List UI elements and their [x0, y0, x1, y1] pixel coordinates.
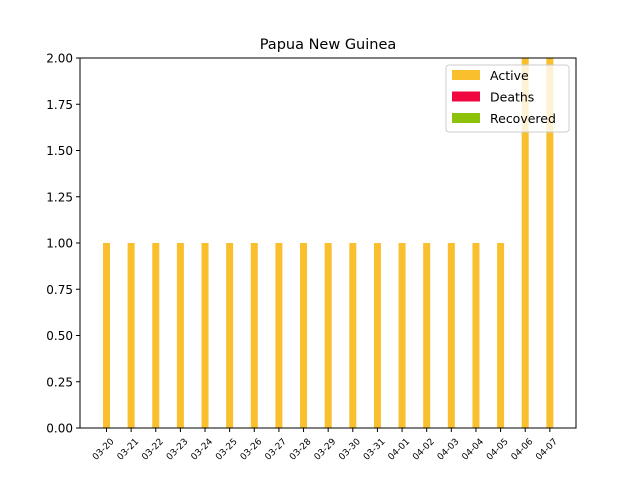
bar-active-04-05 — [497, 243, 505, 428]
x-tick-label: 03-22 — [140, 437, 166, 463]
bar-active-03-20 — [103, 243, 110, 428]
bar-active-04-03 — [447, 243, 455, 428]
x-tick-label: 04-04 — [460, 437, 486, 463]
bar-active-03-25 — [226, 243, 234, 428]
bar-active-03-27 — [275, 243, 283, 428]
legend-swatch-deaths — [452, 91, 480, 102]
y-tick-label: 0.75 — [46, 283, 73, 297]
legend-label-active: Active — [490, 68, 529, 83]
bar-active-03-21 — [127, 243, 135, 428]
x-tick-label: 04-07 — [534, 437, 560, 463]
y-tick-label: 0.00 — [46, 422, 73, 436]
legend-label-deaths: Deaths — [490, 90, 534, 105]
bar-active-04-07 — [546, 58, 554, 428]
y-tick-label: 0.50 — [46, 329, 73, 343]
legend-swatch-recovered — [452, 113, 480, 123]
y-tick-label: 1.25 — [46, 190, 73, 204]
bar-active-03-22 — [152, 243, 160, 428]
x-tick-label: 03-20 — [91, 437, 117, 463]
bar-active-03-28 — [300, 243, 308, 428]
x-tick-label: 03-31 — [362, 437, 388, 463]
legend-swatch-active — [452, 70, 480, 80]
bar-active-03-23 — [176, 243, 184, 428]
bar-active-04-01 — [398, 243, 406, 428]
x-tick-label: 04-03 — [436, 437, 462, 463]
y-tick-label: 1.50 — [46, 144, 73, 158]
x-tick-label: 04-06 — [510, 437, 536, 463]
bar-active-03-26 — [250, 243, 258, 428]
y-tick-label: 0.25 — [46, 375, 73, 389]
bar-active-03-31 — [373, 243, 381, 428]
bar-active-04-04 — [472, 243, 480, 428]
bar-active-04-02 — [423, 243, 431, 428]
x-tick-label: 03-30 — [337, 437, 363, 463]
chart-title: Papua New Guinea — [260, 37, 397, 53]
x-tick-label: 04-05 — [485, 437, 511, 463]
x-tick-label: 04-02 — [411, 437, 437, 463]
bar-active-04-06 — [521, 58, 529, 428]
y-tick-label: 1.00 — [46, 237, 73, 251]
x-tick-label: 03-26 — [239, 437, 265, 463]
x-tick-label: 03-25 — [214, 437, 240, 463]
x-tick-label: 03-21 — [116, 437, 142, 463]
x-tick-label: 04-01 — [387, 437, 413, 463]
y-tick-label: 2.00 — [46, 52, 73, 66]
legend: Active Deaths Recovered — [445, 64, 570, 133]
legend-label-recovered: Recovered — [490, 111, 556, 126]
bar-active-03-24 — [201, 243, 209, 428]
bars-group — [103, 58, 554, 428]
x-tick-label: 03-27 — [263, 437, 289, 463]
x-tick-label: 03-29 — [313, 437, 339, 463]
x-tick-label: 03-23 — [165, 437, 191, 463]
bar-active-03-29 — [324, 243, 332, 428]
y-tick-label: 1.75 — [46, 98, 73, 112]
bar-active-03-30 — [349, 243, 357, 428]
x-tick-label: 03-24 — [190, 437, 216, 463]
y-axis: 0.00 0.25 0.50 0.75 1.00 1.25 1.50 1.75 2.00 — [46, 52, 80, 436]
x-axis: 03-20 03-21 03-22 03-23 03-24 03-25 03-26 03-27… — [91, 428, 560, 463]
x-tick-label: 03-28 — [288, 437, 314, 463]
